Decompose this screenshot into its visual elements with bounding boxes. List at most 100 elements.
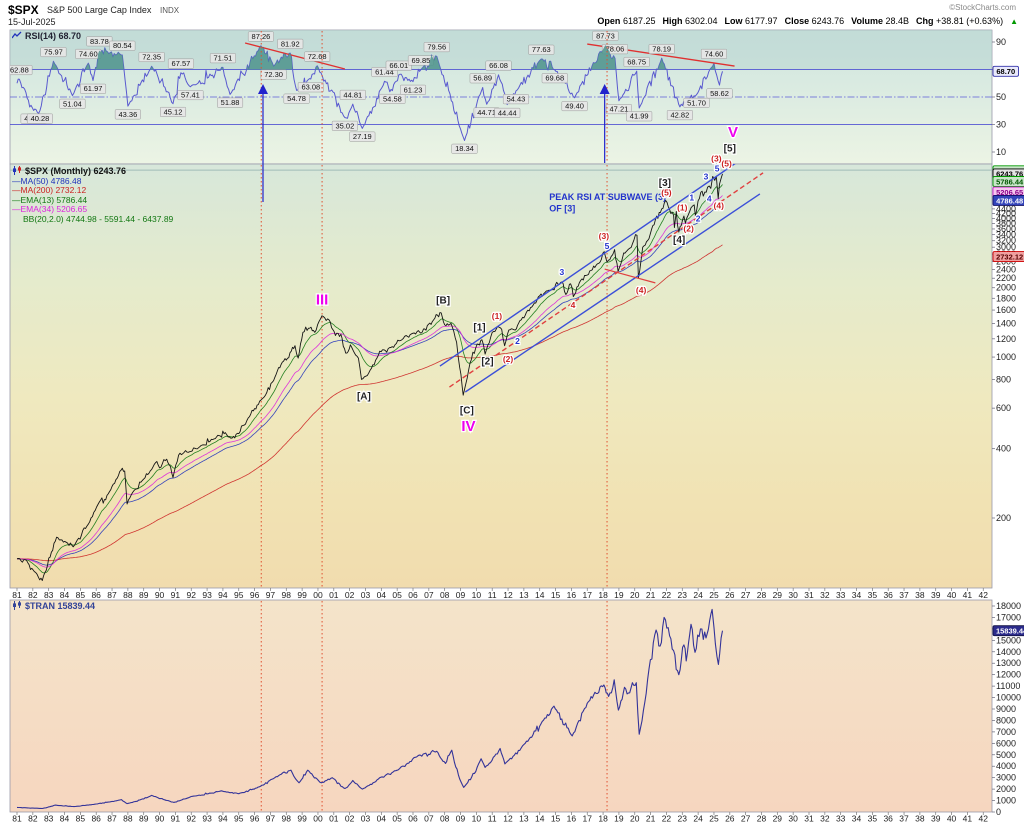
rsi-value-tag-text: 51.70 xyxy=(687,98,706,107)
chart-note: OF [3] xyxy=(549,204,575,214)
year-label: 41 xyxy=(963,814,973,824)
year-label: 40 xyxy=(947,590,957,600)
rsi-value-tag xyxy=(167,58,194,69)
year-label: 30 xyxy=(788,590,798,600)
rsi-value-tag xyxy=(605,104,632,115)
tran-axis-label: 15000 xyxy=(996,635,1021,645)
year-label: 36 xyxy=(883,814,893,824)
year-label: 88 xyxy=(123,590,133,600)
price-value-box-text: 5786.44 xyxy=(996,177,1024,186)
year-label: 14 xyxy=(535,590,545,600)
price-axis-label: 4200 xyxy=(996,209,1016,219)
rsi-overbought-fill xyxy=(17,45,723,70)
rsi-value-tag xyxy=(706,88,733,99)
spx-legend-title: $SPX (Monthly) 6243.76 xyxy=(12,166,173,177)
tran-axis-label: 6000 xyxy=(996,738,1016,748)
year-label: 99 xyxy=(297,814,307,824)
rsi-value-tag-text: 43.36 xyxy=(118,110,137,119)
price-axis-label: 600 xyxy=(996,403,1011,413)
tran-axis-label: 8000 xyxy=(996,715,1016,725)
rsi-value-tag-text: 63.08 xyxy=(301,83,320,92)
price-panel xyxy=(9,163,993,589)
chart-date: 15-Jul-2025 xyxy=(8,17,56,27)
year-label: 98 xyxy=(282,590,292,600)
year-label: 91 xyxy=(171,814,181,824)
year-label: 07 xyxy=(424,590,434,600)
year-label: 98 xyxy=(282,814,292,824)
overlay-EMA(34) xyxy=(17,195,723,568)
wave-label: 2 xyxy=(696,214,701,224)
tran-axis-label: 12000 xyxy=(996,670,1021,680)
wave-label: [5] xyxy=(724,144,736,155)
price-axis-label: 1000 xyxy=(996,352,1016,362)
rsi-value-tag xyxy=(626,111,653,122)
rsi-value-tag-text: 44.71 xyxy=(477,108,496,117)
legend-overlay-line: —MA(50) 4786.48 xyxy=(12,175,82,186)
rsi-value-tag-text: 41.99 xyxy=(630,112,649,121)
year-label: 03 xyxy=(361,590,371,600)
year-label: 41 xyxy=(963,590,973,600)
wave-label: 4 xyxy=(571,300,576,310)
rsi-value-tag xyxy=(700,48,727,59)
year-label: 31 xyxy=(804,590,814,600)
rsi-value-tag-text: 69.68 xyxy=(545,74,564,83)
rsi-value-tag-text: 27.19 xyxy=(353,132,372,141)
legend-overlay-line: —EMA(34) 5206.65 xyxy=(12,204,88,214)
year-label: 02 xyxy=(345,814,355,824)
year-label: 19 xyxy=(614,814,624,824)
year-label: 33 xyxy=(836,590,846,600)
rsi-value-tag xyxy=(160,106,187,117)
rsi-value-tag xyxy=(494,107,521,118)
rsi-value-tag xyxy=(114,109,141,120)
year-label: 00 xyxy=(313,590,323,600)
year-label: 05 xyxy=(392,590,402,600)
year-label: 90 xyxy=(155,814,165,824)
overlay-EMA(13) xyxy=(17,184,723,574)
year-label: 89 xyxy=(139,814,149,824)
tran-axis-label: 9000 xyxy=(996,704,1016,714)
tran-axis-label: 13000 xyxy=(996,658,1021,668)
quote-label: Volume xyxy=(851,16,886,26)
signal-arrow-icon xyxy=(257,84,268,94)
price-axis-label: 200 xyxy=(996,513,1011,523)
rsi-value-tag xyxy=(209,53,236,64)
wave-label: 5 xyxy=(715,164,720,174)
rsi-value-tag-text: 72.30 xyxy=(264,70,283,79)
year-label: 11 xyxy=(488,814,497,824)
price-axis-label: 3400 xyxy=(996,230,1016,240)
rsi-axis-label: 10 xyxy=(996,147,1006,157)
price-axis-label: 3200 xyxy=(996,236,1016,246)
wave-label: [C] xyxy=(460,405,474,416)
rsi-value-tag xyxy=(379,93,406,104)
overlay-MA(50) xyxy=(17,202,723,566)
wave-label: [A] xyxy=(357,392,371,403)
rsi-fill-area xyxy=(17,45,723,70)
price-value-box xyxy=(992,251,1024,262)
rsi-legend-label: RSI(14) 68.70 xyxy=(25,31,82,41)
quote-label: Close xyxy=(784,16,812,26)
tran-axis-label: 4000 xyxy=(996,761,1016,771)
price-value-box-text: 4786.48 xyxy=(996,196,1023,205)
year-label: 37 xyxy=(899,590,909,600)
wave-label: (1) xyxy=(492,311,503,321)
quote-value: +38.81 (+0.63%) xyxy=(936,16,1004,26)
rsi-value-tag xyxy=(297,82,324,93)
rsi-value-tag xyxy=(59,98,86,109)
rsi-value-tag-text: 54.78 xyxy=(287,94,306,103)
wave-label: [B] xyxy=(436,296,450,307)
year-label: 00 xyxy=(313,814,323,824)
rsi-value-tag xyxy=(331,120,358,131)
chart-note: PEAK RSI AT SUBWAVE (3) xyxy=(549,192,666,202)
year-label: 26 xyxy=(725,590,735,600)
rsi-value-tag xyxy=(385,60,412,71)
year-label: 02 xyxy=(345,590,355,600)
year-label: 23 xyxy=(678,590,688,600)
year-label: 12 xyxy=(503,814,513,824)
price-axis-label: 400 xyxy=(996,444,1011,454)
wave-label: [3] xyxy=(659,178,671,189)
rsi-value-tag xyxy=(339,89,366,100)
year-label: 83 xyxy=(44,814,54,824)
year-label: 12 xyxy=(503,590,513,600)
year-label: 92 xyxy=(187,814,197,824)
